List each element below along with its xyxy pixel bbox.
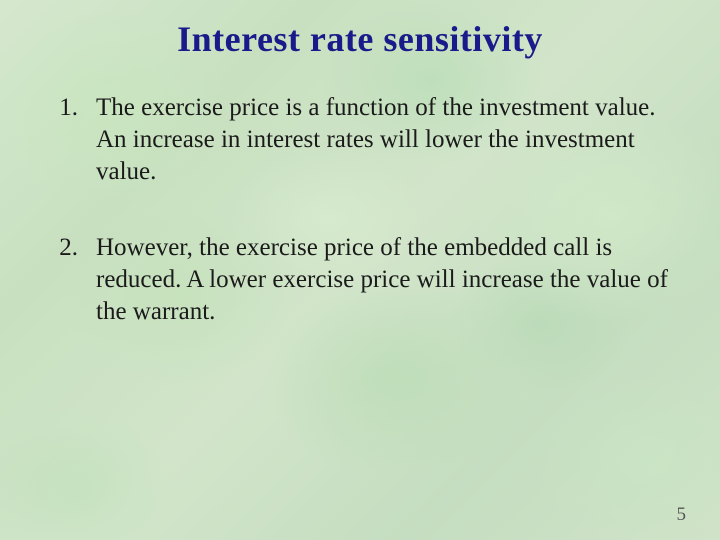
list-item-number: 1. xyxy=(40,92,96,188)
page-number: 5 xyxy=(677,504,687,526)
list-item-text: The exercise price is a function of the … xyxy=(96,92,680,188)
list-item: 2. However, the exercise price of the em… xyxy=(40,232,680,328)
list-item-number: 2. xyxy=(40,232,96,328)
list-item: 1. The exercise price is a function of t… xyxy=(40,92,680,188)
list-item-text: However, the exercise price of the embed… xyxy=(96,232,680,328)
slide: Interest rate sensitivity 1. The exercis… xyxy=(0,0,720,540)
numbered-list: 1. The exercise price is a function of t… xyxy=(40,92,680,328)
slide-title: Interest rate sensitivity xyxy=(40,18,680,60)
